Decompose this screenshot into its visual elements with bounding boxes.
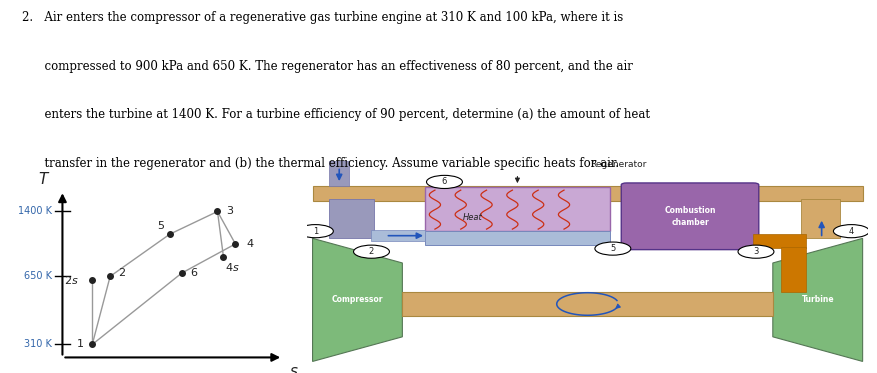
Text: 3: 3 — [226, 207, 233, 216]
Text: 6: 6 — [190, 268, 197, 278]
Text: 1: 1 — [77, 339, 84, 350]
Text: Regenerator: Regenerator — [590, 160, 646, 169]
Text: 2: 2 — [118, 268, 125, 278]
Text: 4$s$: 4$s$ — [225, 261, 239, 273]
Bar — [781, 247, 807, 292]
Text: 2: 2 — [369, 247, 374, 256]
Point — [85, 341, 99, 347]
Bar — [330, 162, 349, 186]
Text: enters the turbine at 1400 K. For a turbine efficiency of 90 percent, determine : enters the turbine at 1400 K. For a turb… — [22, 108, 650, 121]
Bar — [372, 230, 424, 241]
Bar — [312, 186, 863, 201]
Text: $s$: $s$ — [289, 364, 299, 373]
Bar — [424, 231, 610, 245]
Bar — [424, 187, 610, 231]
Text: 4: 4 — [849, 227, 854, 236]
Text: 310 K: 310 K — [25, 339, 52, 350]
Text: 2$s$: 2$s$ — [64, 273, 79, 286]
Point — [175, 270, 189, 276]
Bar — [753, 233, 807, 248]
Bar — [330, 199, 374, 238]
Bar — [801, 199, 840, 238]
Text: Combustion
chamber: Combustion chamber — [665, 206, 716, 226]
Text: 4: 4 — [246, 239, 253, 249]
Text: $T$: $T$ — [39, 171, 51, 187]
Text: 5: 5 — [157, 221, 164, 231]
Text: 2.   Air enters the compressor of a regenerative gas turbine engine at 310 K and: 2. Air enters the compressor of a regene… — [22, 11, 624, 24]
Point — [210, 209, 225, 214]
Point — [228, 241, 242, 247]
Point — [163, 231, 177, 237]
Polygon shape — [773, 238, 863, 361]
FancyBboxPatch shape — [621, 183, 759, 250]
Bar — [403, 292, 773, 316]
Polygon shape — [312, 238, 403, 361]
Point — [85, 277, 99, 283]
Circle shape — [353, 245, 389, 258]
Text: 6: 6 — [442, 178, 447, 186]
Circle shape — [738, 245, 774, 258]
Text: Turbine: Turbine — [802, 295, 834, 304]
Text: 5: 5 — [610, 244, 616, 253]
Text: compressed to 900 kPa and 650 K. The regenerator has an effectiveness of 80 perc: compressed to 900 kPa and 650 K. The reg… — [22, 60, 633, 73]
Point — [103, 273, 118, 279]
Text: Heat: Heat — [463, 213, 482, 222]
Circle shape — [426, 175, 462, 188]
Circle shape — [595, 242, 631, 255]
Text: 1400 K: 1400 K — [18, 207, 52, 216]
Circle shape — [833, 225, 869, 238]
Point — [217, 254, 231, 260]
Text: 1: 1 — [313, 227, 318, 236]
Text: 3: 3 — [753, 247, 759, 256]
Circle shape — [297, 225, 333, 238]
Text: transfer in the regenerator and (b) the thermal efficiency. Assume variable spec: transfer in the regenerator and (b) the … — [22, 157, 619, 170]
Text: 650 K: 650 K — [24, 271, 52, 281]
Text: Compressor: Compressor — [332, 295, 383, 304]
